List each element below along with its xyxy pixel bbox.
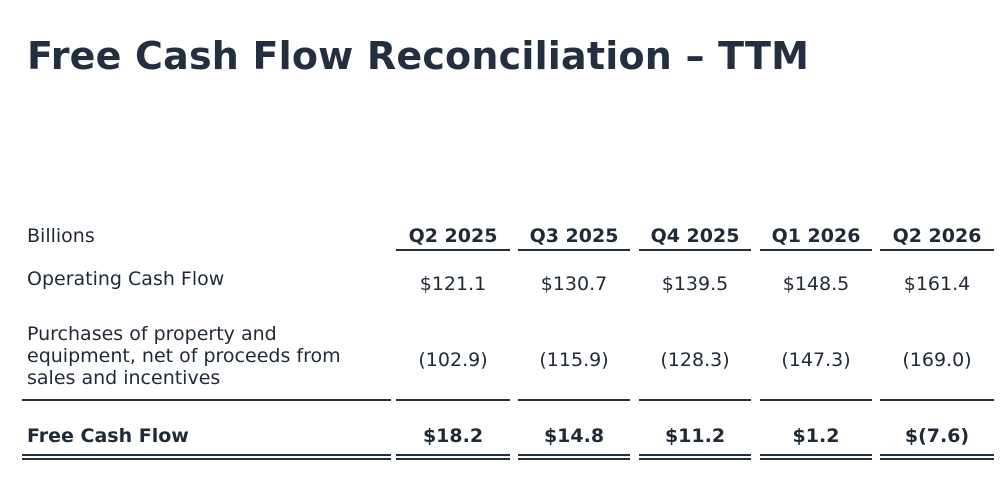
subtotal-rule bbox=[760, 399, 872, 401]
column-header-q3-2025: Q3 2025 bbox=[529, 225, 619, 247]
row-label-operating-cash-flow: Operating Cash Flow bbox=[27, 268, 225, 290]
column-header-q2-2025: Q2 2025 bbox=[408, 225, 498, 247]
total-double-rule bbox=[760, 454, 872, 456]
table-cell: $130.7 bbox=[540, 273, 608, 295]
units-label: Billions bbox=[27, 225, 95, 247]
row-label-line: equipment, net of proceeds from bbox=[27, 345, 341, 367]
table-cell: $161.4 bbox=[903, 273, 971, 295]
subtotal-rule bbox=[880, 399, 994, 401]
total-double-rule bbox=[518, 458, 630, 460]
table-cell: $121.1 bbox=[419, 273, 487, 295]
row-label-line: Purchases of property and bbox=[27, 323, 277, 345]
column-header-q1-2026: Q1 2026 bbox=[771, 225, 861, 247]
page-title: Free Cash Flow Reconciliation – TTM bbox=[27, 34, 810, 78]
subtotal-rule bbox=[639, 399, 751, 401]
table-cell: (128.3) bbox=[660, 349, 730, 371]
table-cell: (115.9) bbox=[539, 349, 609, 371]
table-cell: (169.0) bbox=[902, 349, 972, 371]
row-label-purchases-of-property: Purchases of property and equipment, net… bbox=[27, 323, 387, 389]
table-cell-total: $18.2 bbox=[422, 425, 484, 447]
column-header-q2-2026: Q2 2026 bbox=[892, 225, 982, 247]
table-cell: $139.5 bbox=[661, 273, 729, 295]
total-double-rule bbox=[518, 454, 630, 456]
table-cell-total: $1.2 bbox=[792, 425, 840, 447]
column-header-underline bbox=[760, 249, 872, 251]
column-header-underline bbox=[880, 249, 994, 251]
column-header-underline bbox=[518, 249, 630, 251]
total-double-rule bbox=[880, 454, 994, 456]
table-cell-total: $(7.6) bbox=[904, 425, 970, 447]
total-double-rule bbox=[639, 454, 751, 456]
table-cell: (102.9) bbox=[418, 349, 488, 371]
total-double-rule bbox=[396, 458, 510, 460]
table-cell-total: $14.8 bbox=[543, 425, 605, 447]
total-double-rule bbox=[639, 458, 751, 460]
column-header-underline bbox=[396, 249, 510, 251]
row-label-free-cash-flow: Free Cash Flow bbox=[27, 425, 189, 447]
subtotal-rule bbox=[396, 399, 510, 401]
table-cell-total: $11.2 bbox=[664, 425, 726, 447]
table-cell: $148.5 bbox=[782, 273, 850, 295]
subtotal-rule bbox=[22, 399, 391, 401]
table-cell: (147.3) bbox=[781, 349, 851, 371]
column-header-q4-2025: Q4 2025 bbox=[650, 225, 740, 247]
total-double-rule bbox=[396, 454, 510, 456]
subtotal-rule bbox=[518, 399, 630, 401]
column-header-underline bbox=[639, 249, 751, 251]
total-double-rule bbox=[880, 458, 994, 460]
total-double-rule bbox=[760, 458, 872, 460]
total-double-rule bbox=[22, 458, 391, 460]
total-double-rule bbox=[22, 454, 391, 456]
row-label-line: sales and incentives bbox=[27, 367, 221, 389]
